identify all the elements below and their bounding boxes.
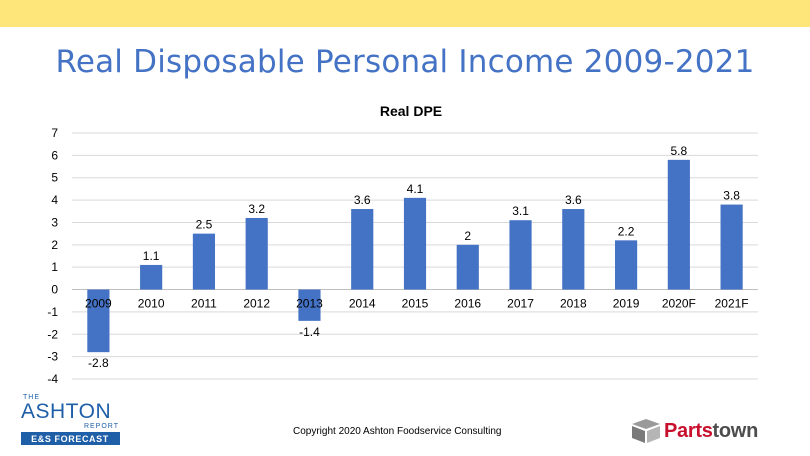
y-tick-label: 6	[51, 148, 58, 162]
x-tick-label: 2012	[243, 297, 270, 311]
bar-2012	[245, 217, 268, 290]
partstown-logo: Parts town	[628, 416, 758, 446]
bar-2020F	[667, 159, 690, 290]
chart-bars	[87, 159, 743, 353]
data-labels: -2.8 1.1 2.5 3.2 -1.4 3.6 4.1 2 3.1 3.6 2.2 5.8 3.8	[88, 144, 740, 370]
x-tick-label: 2017	[507, 297, 534, 311]
bar-2021F	[720, 204, 743, 290]
bar-2010	[140, 264, 163, 290]
y-tick-label: 2	[51, 238, 58, 252]
y-tick-label: 1	[51, 260, 58, 274]
bar-2009	[87, 289, 110, 353]
data-label: 2.5	[196, 218, 213, 232]
x-tick-label: 2015	[402, 297, 429, 311]
data-label: -1.4	[299, 325, 320, 339]
brand-parts-text: Parts	[664, 419, 713, 442]
y-tick-label: -4	[47, 372, 58, 386]
y-tick-label: -2	[47, 327, 58, 341]
x-axis: 2009 2010 2011 2012 2013 2014 2015 2016 2017 2018…	[85, 297, 749, 311]
copyright-text: Copyright 2020 Ashton Foodservice Consul…	[293, 426, 502, 437]
x-tick-label: 2020F	[662, 297, 696, 311]
data-label: 3.8	[723, 189, 740, 203]
x-tick-label: 2018	[560, 297, 587, 311]
ashton-report-logo: THE ASHTON REPORT E&S FORECAST	[21, 394, 120, 445]
brand-town-text: town	[712, 419, 759, 442]
chart-title: Real DPE	[380, 103, 442, 119]
box-icon	[632, 419, 660, 443]
bar-2013	[298, 289, 321, 321]
x-tick-label: 2010	[138, 297, 165, 311]
data-label: 5.8	[671, 144, 688, 158]
bar-2015	[403, 197, 427, 290]
logo-the-text: THE	[23, 394, 40, 401]
x-tick-label: 2014	[349, 297, 376, 311]
y-tick-label: -1	[47, 305, 58, 319]
data-label: 3.1	[512, 204, 529, 218]
y-tick-label: 3	[51, 215, 58, 229]
logo-report-text: REPORT	[84, 423, 119, 430]
y-tick-label: 7	[51, 126, 58, 140]
data-label: 2.2	[618, 224, 635, 238]
data-label: 4.1	[407, 182, 424, 196]
bar-2018	[562, 209, 585, 290]
y-tick-label: -3	[47, 350, 58, 364]
logo-ashton-text: ASHTON	[21, 400, 111, 423]
x-tick-label: 2009	[85, 297, 112, 311]
y-tick-label: 0	[51, 283, 58, 297]
x-tick-label: 2019	[613, 297, 640, 311]
logo-tagline-band	[21, 432, 120, 445]
bar-2019	[614, 240, 638, 290]
bar-2011	[192, 233, 216, 290]
x-tick-label: 2013	[296, 297, 323, 311]
top-accent-bar	[0, 0, 810, 27]
x-tick-label: 2021F	[715, 297, 749, 311]
bar-2014	[351, 209, 374, 290]
x-tick-label: 2011	[191, 297, 217, 311]
logo-tagline-text: E&S FORECAST	[31, 434, 109, 444]
y-tick-label: 4	[51, 193, 58, 207]
bar-2017	[509, 220, 532, 290]
data-label: 2	[464, 229, 471, 243]
x-tick-label: 2016	[454, 297, 481, 311]
y-tick-label: 5	[51, 171, 58, 185]
data-label: 3.6	[354, 193, 371, 207]
data-label: 1.1	[143, 249, 160, 263]
data-label: -2.8	[88, 356, 109, 370]
y-axis: -4 -3 -2 -1 0 1 2 3 4 5 6 7	[47, 126, 58, 386]
slide-title: Real Disposable Personal Income 2009-202…	[55, 44, 755, 80]
bar-2016	[456, 244, 479, 290]
data-label: 3.6	[565, 193, 582, 207]
data-label: 3.2	[248, 202, 265, 216]
